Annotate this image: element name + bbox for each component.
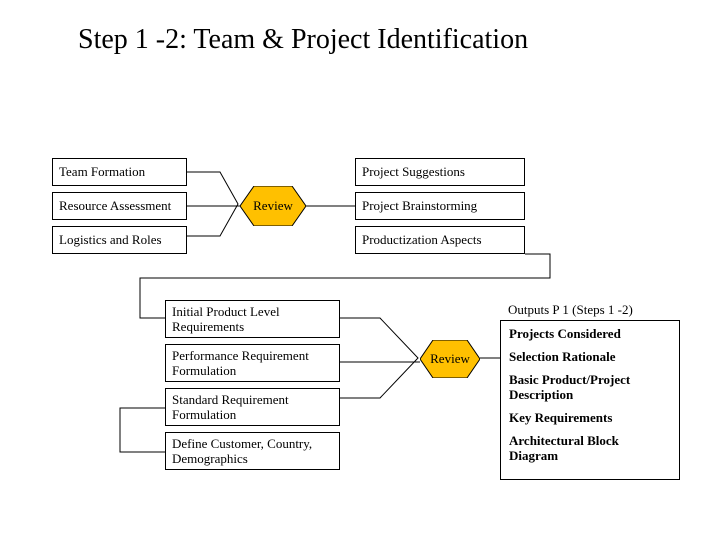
hex-review-2: Review [420, 340, 480, 378]
output-item: Basic Product/Project Description [509, 373, 671, 403]
box-label: Productization Aspects [362, 233, 482, 248]
output-item: Key Requirements [509, 411, 671, 426]
box-team-formation: Team Formation [52, 158, 187, 186]
box-define-customer: Define Customer, Country, Demographics [165, 432, 340, 470]
box-label: Logistics and Roles [59, 233, 162, 248]
box-label: Project Brainstorming [362, 199, 477, 214]
box-logistics-roles: Logistics and Roles [52, 226, 187, 254]
outputs-box: Projects Considered Selection Rationale … [500, 320, 680, 480]
output-item: Selection Rationale [509, 350, 671, 365]
box-label: Define Customer, Country, Demographics [172, 437, 312, 467]
box-project-brainstorming: Project Brainstorming [355, 192, 525, 220]
output-item: Architectural Block Diagram [509, 434, 671, 464]
box-std-req: Standard Requirement Formulation [165, 388, 340, 426]
box-label: Performance Requirement Formulation [172, 349, 309, 379]
diagram-stage: Step 1 -2: Team & Project Identification… [0, 0, 720, 540]
box-initial-reqs: Initial Product Level Requirements [165, 300, 340, 338]
page-title: Step 1 -2: Team & Project Identification [78, 24, 528, 56]
box-resource-assessment: Resource Assessment [52, 192, 187, 220]
box-productization: Productization Aspects [355, 226, 525, 254]
box-label: Standard Requirement Formulation [172, 393, 289, 423]
box-label: Resource Assessment [59, 199, 171, 214]
output-item: Projects Considered [509, 327, 671, 342]
box-label: Initial Product Level Requirements [172, 305, 280, 335]
box-project-suggestions: Project Suggestions [355, 158, 525, 186]
outputs-header: Outputs P 1 (Steps 1 -2) [508, 302, 633, 318]
hex-review-1: Review [240, 186, 306, 226]
hex-label: Review [420, 340, 480, 378]
box-perf-req: Performance Requirement Formulation [165, 344, 340, 382]
hex-label: Review [240, 186, 306, 226]
box-label: Team Formation [59, 165, 145, 180]
box-label: Project Suggestions [362, 165, 465, 180]
